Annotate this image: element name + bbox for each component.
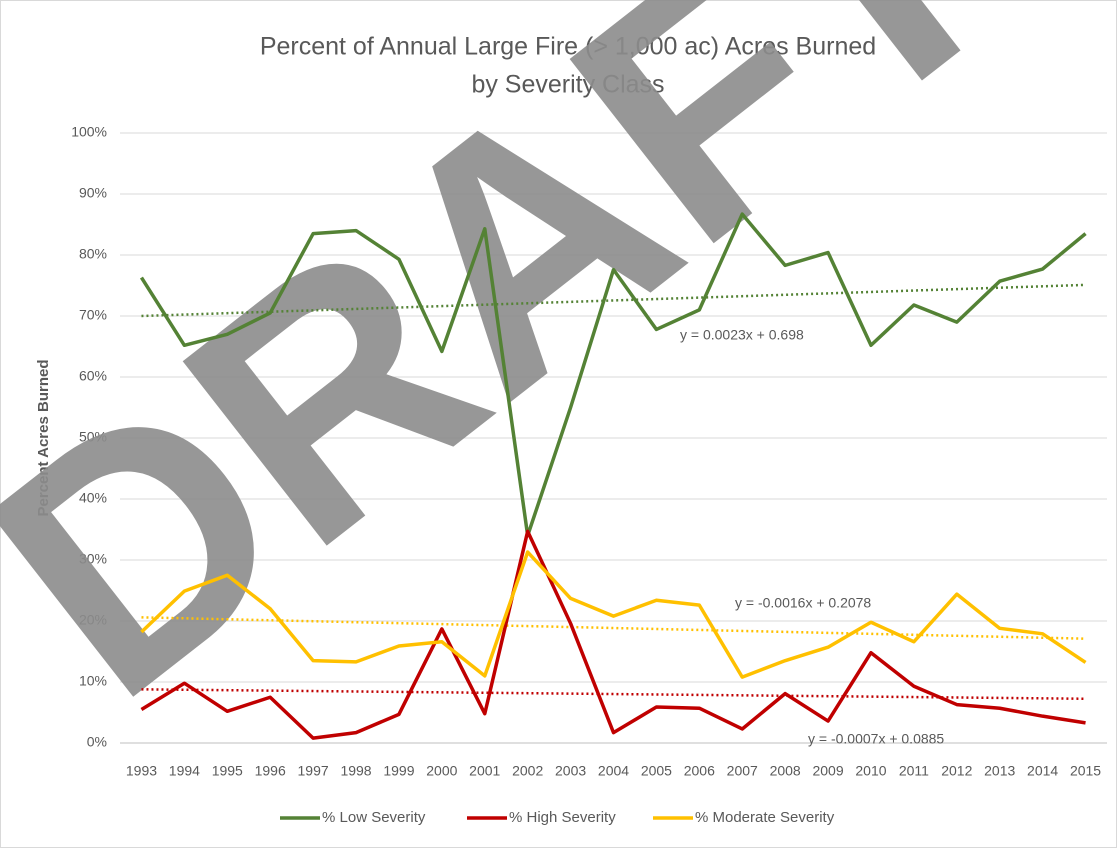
x-tick-label: 1998 <box>340 763 371 779</box>
y-tick-label: 30% <box>79 551 107 567</box>
x-tick-label: 1993 <box>126 763 157 779</box>
x-tick-label: 2005 <box>641 763 672 779</box>
trendline <box>141 616 1086 640</box>
x-tick-label: 2000 <box>426 763 457 779</box>
x-tick-label: 2012 <box>941 763 972 779</box>
trendline <box>141 688 1086 701</box>
x-tick-label: 2010 <box>855 763 886 779</box>
x-tick-label: 2014 <box>1027 763 1058 779</box>
y-tick-label: 20% <box>79 612 107 628</box>
x-tick-label: 2007 <box>727 763 758 779</box>
series-line <box>140 550 1087 679</box>
trendline-label: y = -0.0007x + 0.0885 <box>808 731 944 747</box>
x-tick-label: 1994 <box>169 763 200 779</box>
x-tick-label: 2002 <box>512 763 543 779</box>
y-tick-label: 100% <box>71 124 107 140</box>
series-line <box>140 529 1086 740</box>
y-tick-label: 80% <box>79 246 107 262</box>
x-tick-label: 2008 <box>770 763 801 779</box>
x-tick-label: 2011 <box>899 763 929 779</box>
series-line <box>139 212 1087 538</box>
chart-title: by Severity Class <box>471 71 664 99</box>
y-tick-label: 90% <box>79 185 107 201</box>
y-tick-label: 0% <box>87 734 107 750</box>
x-tick-label: 2003 <box>555 763 586 779</box>
x-tick-label: 1997 <box>298 763 329 779</box>
x-tick-label: 2004 <box>598 763 629 779</box>
trendline-label: y = 0.0023x + 0.698 <box>680 327 804 343</box>
legend-label: % Moderate Severity <box>695 809 835 826</box>
y-tick-label: 50% <box>79 429 107 445</box>
legend-label: % Low Severity <box>322 809 426 826</box>
y-tick-label: 70% <box>79 307 107 323</box>
x-tick-label: 1999 <box>383 763 414 779</box>
x-tick-label: 2009 <box>812 763 843 779</box>
trendline-label: y = -0.0016x + 0.2078 <box>735 595 871 611</box>
x-tick-label: 2001 <box>469 763 500 779</box>
legend-label: % High Severity <box>509 809 616 826</box>
chart-title: Percent of Annual Large Fire (> 1,000 ac… <box>260 33 876 61</box>
x-tick-label: 2006 <box>684 763 715 779</box>
y-tick-label: 10% <box>79 673 107 689</box>
x-tick-label: 2013 <box>984 763 1015 779</box>
y-axis-label: Percent Acres Burned <box>35 359 52 516</box>
y-tick-label: 40% <box>79 490 107 506</box>
x-tick-label: 2015 <box>1070 763 1101 779</box>
x-tick-label: 1995 <box>212 763 243 779</box>
y-tick-label: 60% <box>79 368 107 384</box>
x-tick-label: 1996 <box>255 763 286 779</box>
